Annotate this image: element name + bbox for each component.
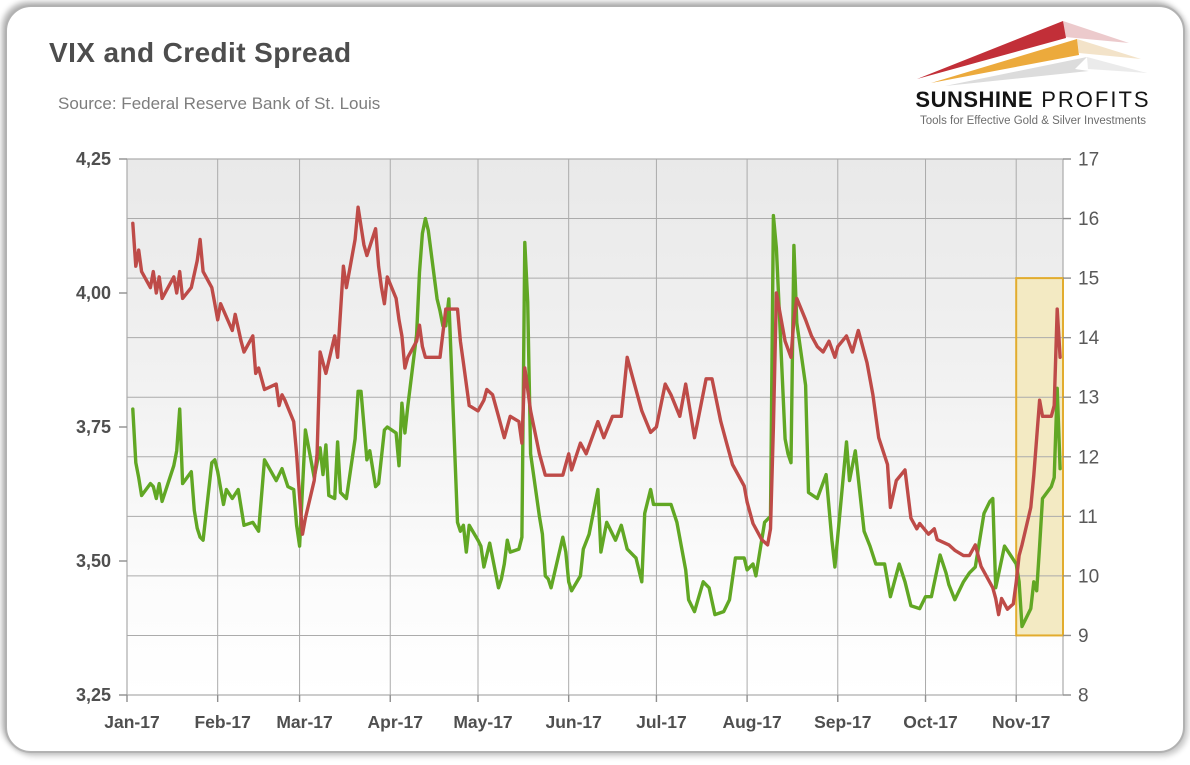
month-label: May-17 [453, 712, 512, 732]
right-axis-label: 16 [1078, 209, 1099, 230]
month-label: Oct-17 [903, 712, 957, 732]
right-axis-label: 8 [1078, 686, 1089, 707]
left-axis-label: 3,50 [76, 551, 111, 571]
right-axis-label: 11 [1078, 507, 1098, 528]
right-axis-label: 14 [1078, 328, 1100, 349]
vix-credit-spread-line-chart: 4,25 4,00 3,75 3,50 3,25 17 16 15 14 13 12 11 10 9 8 Ja… [7, 7, 1190, 765]
right-axis-label: 9 [1078, 626, 1089, 647]
chart-panel: VIX and Credit Spread Source: Federal Re… [5, 5, 1185, 753]
right-axis-label: 15 [1078, 269, 1099, 290]
month-label: Jan-17 [104, 712, 159, 732]
month-label: Jul-17 [636, 712, 687, 732]
month-label: Aug-17 [722, 712, 781, 732]
left-axis-label: 4,25 [76, 149, 111, 169]
month-label: Jun-17 [545, 712, 601, 732]
month-label: Apr-17 [368, 712, 423, 732]
right-axis-label: 10 [1078, 566, 1099, 587]
left-axis-label: 4,00 [76, 283, 111, 303]
left-axis-label: 3,75 [76, 417, 111, 437]
right-axis-label: 12 [1078, 447, 1099, 468]
month-label: Nov-17 [992, 712, 1050, 732]
right-axis-label: 13 [1078, 388, 1099, 409]
month-label: Mar-17 [276, 712, 332, 732]
month-label: Feb-17 [194, 712, 250, 732]
right-axis-label: 17 [1078, 150, 1099, 171]
left-axis-label: 3,25 [76, 685, 111, 705]
month-label: Sep-17 [814, 712, 871, 732]
